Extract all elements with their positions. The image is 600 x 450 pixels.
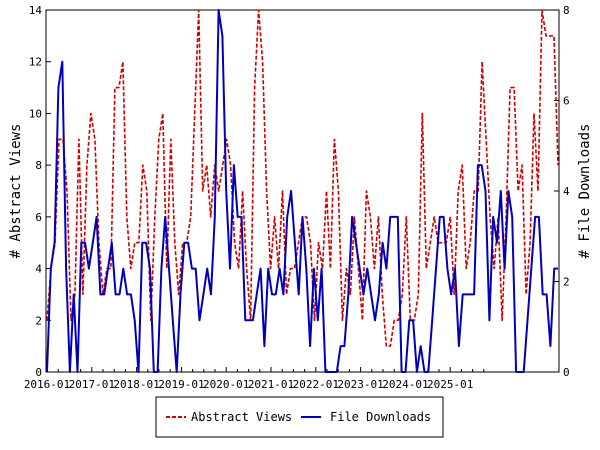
y-left-tick-label: 2 (35, 314, 42, 327)
series-line-file-downloads (46, 9, 558, 373)
x-tick-label: 2020-01 (203, 378, 249, 391)
legend: Abstract Views File Downloads (155, 396, 444, 438)
y-left-tick-label: 0 (35, 366, 42, 379)
legend-box (155, 396, 444, 438)
y-right-tick-label: 0 (563, 366, 570, 379)
x-tick-label: 2024-01 (382, 378, 428, 391)
x-tick-label: 2021-01 (248, 378, 294, 391)
x-tick-label: 2018-01 (113, 378, 159, 391)
y-left-tick-label: 4 (35, 263, 42, 276)
y-left-tick-label: 10 (29, 107, 42, 120)
y-right-tick-label: 8 (563, 4, 570, 17)
x-tick-label: 2016-01 (24, 378, 70, 391)
y-left-tick-label: 8 (35, 159, 42, 172)
y-left-axis: 0 2 4 6 8 10 12 14 (29, 4, 51, 379)
x-axis: 2016-012017-012018-012019-012020-012021-… (24, 367, 485, 391)
series-layer (46, 9, 559, 373)
y-left-axis-title: # Abstract Views (8, 124, 24, 259)
x-tick-label: 2017-01 (69, 378, 115, 391)
x-tick-label: 2022-01 (293, 378, 339, 391)
legend-label-file-downloads: File Downloads (330, 410, 431, 424)
x-tick-label: 2025-01 (427, 378, 473, 391)
y-left-tick-label: 12 (29, 56, 42, 69)
legend-label-abstract-views: Abstract Views (191, 410, 292, 424)
x-tick-label: 2019-01 (158, 378, 204, 391)
y-right-tick-label: 2 (563, 276, 570, 289)
y-right-axis-title: # File Downloads (577, 124, 593, 259)
y-left-tick-label: 6 (35, 211, 42, 224)
y-right-tick-label: 4 (563, 185, 570, 198)
y-right-tick-label: 6 (563, 95, 570, 108)
y-left-tick-label: 14 (29, 4, 43, 17)
x-tick-label: 2023-01 (337, 378, 383, 391)
